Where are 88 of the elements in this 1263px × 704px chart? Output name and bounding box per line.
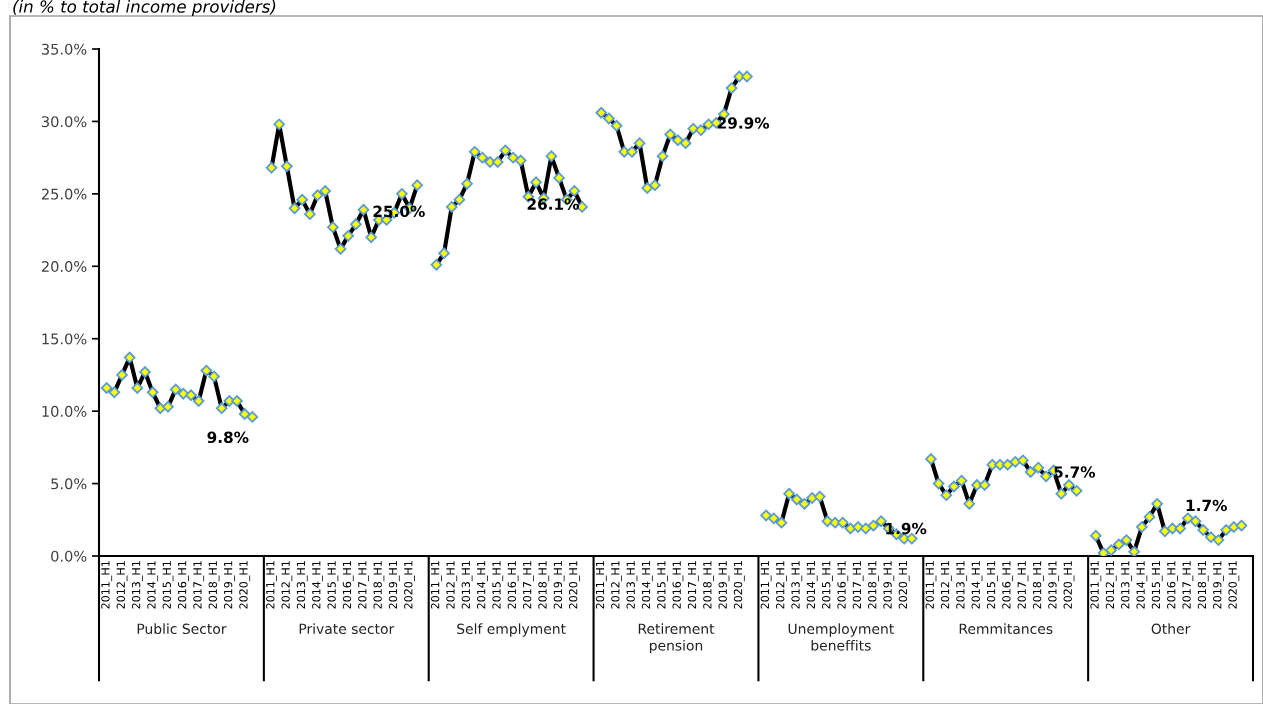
x-axis-title: Retirement pension xyxy=(638,623,715,654)
x-tick-label: 2018_H1 xyxy=(1197,561,1209,609)
x-tick-label: 2015_H1 xyxy=(822,561,833,609)
x-tick-label: 2012_H1 xyxy=(776,561,787,609)
x-tick-label: 2018_H1 xyxy=(373,561,385,609)
x-tick-label: 2018_H1 xyxy=(703,561,715,609)
x-tick-label: 2019_H1 xyxy=(223,561,235,609)
x-tick-label: 2016_H1 xyxy=(177,561,189,609)
x-tick-label: 2015_H1 xyxy=(327,561,339,609)
x-tick-label: 2017_H1 xyxy=(358,561,369,609)
y-tick-label: 10.0% xyxy=(42,405,87,417)
y-tick-label: 20.0% xyxy=(41,261,87,273)
annotation: 1.7% xyxy=(1186,499,1227,512)
x-tick-label: 2017_H1 xyxy=(193,561,205,609)
x-axis-title: Other xyxy=(1151,623,1191,635)
y-tick-label: 15.0% xyxy=(42,333,87,345)
x-tick-label: 2018_H1 xyxy=(208,561,220,609)
chart-subtitle: (in % to total income providers) xyxy=(13,0,276,17)
x-tick-label: 2014_H1 xyxy=(147,561,159,609)
x-axis-title: Public Sector xyxy=(137,623,227,635)
x-tick-label: 2016_H1 xyxy=(672,561,684,609)
x-tick-label: 2011_H1 xyxy=(1090,561,1102,609)
x-tick-label: 2013_H1 xyxy=(461,561,473,609)
x-tick-label: 2018_H1 xyxy=(868,561,879,609)
y-tick-label: 30.0% xyxy=(41,116,87,128)
x-tick-label: 2016_H1 xyxy=(342,561,354,609)
x-tick-label: 2016_H1 xyxy=(507,561,519,609)
x-tick-label: 2015_H1 xyxy=(657,561,669,609)
x-tick-label: 2020_H1 xyxy=(404,561,415,609)
x-axis-title: Unemployment beneffits xyxy=(788,623,894,651)
x-tick-label: 2019_H1 xyxy=(1048,561,1060,609)
x-tick-label: 2017_H1 xyxy=(1017,561,1029,609)
x-tick-label: 2015_H1 xyxy=(492,561,504,609)
x-tick-label: 2017_H1 xyxy=(522,561,534,609)
x-axis-title: Remmitances xyxy=(959,623,1053,635)
annotation: 9.8% xyxy=(207,431,249,444)
x-tick-label: 2019_H1 xyxy=(718,561,730,609)
x-tick-label: 2016_H1 xyxy=(1167,561,1178,609)
y-tick-label: 5.0% xyxy=(51,478,87,490)
x-tick-label: 2017_H1 xyxy=(687,561,699,609)
x-tick-label: 2019_H1 xyxy=(1213,561,1224,609)
y-tick-label: 35.0% xyxy=(41,43,87,55)
x-tick-label: 2020_H1 xyxy=(1228,561,1240,609)
x-tick-label: 2014_H1 xyxy=(312,561,323,609)
x-tick-label: 2012_H1 xyxy=(446,561,458,609)
x-tick-label: 2015_H1 xyxy=(162,561,174,609)
x-tick-label: 2020_H1 xyxy=(1063,561,1075,609)
x-tick-label: 2019_H1 xyxy=(883,561,895,609)
x-tick-label: 2020_H1 xyxy=(239,561,251,609)
x-tick-label: 2012_H1 xyxy=(116,561,128,609)
x-tick-label: 2016_H1 xyxy=(837,561,849,609)
x-tick-label: 2014_H1 xyxy=(641,561,653,609)
x-tick-label: 2015_H1 xyxy=(986,561,998,609)
x-tick-label: 2017_H1 xyxy=(852,561,864,609)
x-tick-label: 2013_H1 xyxy=(956,561,968,609)
y-tick-label: 0.0% xyxy=(51,550,87,562)
x-tick-label: 2014_H1 xyxy=(806,561,818,609)
x-tick-label: 2011_H1 xyxy=(101,561,113,609)
x-tick-label: 2012_H1 xyxy=(940,561,952,609)
y-tick-label: 25.0% xyxy=(41,188,87,200)
x-tick-label: 2020_H1 xyxy=(568,561,580,609)
x-tick-label: 2013_H1 xyxy=(626,561,638,609)
x-tick-label: 2019_H1 xyxy=(553,561,565,609)
x-axis-title: Private sector xyxy=(299,623,395,635)
x-tick-label: 2013_H1 xyxy=(1121,561,1132,609)
x-tick-label: 2017_H1 xyxy=(1182,561,1194,609)
x-tick-label: 2011_H1 xyxy=(760,561,772,609)
x-tick-label: 2014_H1 xyxy=(971,561,983,609)
x-tick-label: 2012_H1 xyxy=(281,561,293,609)
x-tick-label: 2011_H1 xyxy=(595,561,607,609)
x-tick-label: 2020_H1 xyxy=(733,561,745,609)
x-tick-label: 2019_H1 xyxy=(388,561,400,609)
x-tick-label: 2012_H1 xyxy=(1105,561,1117,609)
x-tick-label: 2014_H1 xyxy=(1136,561,1148,609)
x-tick-label: 2014_H1 xyxy=(476,561,488,609)
x-tick-label: 2016_H1 xyxy=(1002,561,1014,609)
x-tick-label: 2013_H1 xyxy=(131,561,143,609)
x-tick-label: 2011_H1 xyxy=(925,561,937,609)
x-tick-label: 2012_H1 xyxy=(611,561,623,609)
x-tick-label: 2013_H1 xyxy=(296,561,308,609)
x-tick-label: 2011_H1 xyxy=(266,561,277,609)
x-axis-title: Self emplyment xyxy=(457,623,566,637)
x-tick-label: 2018_H1 xyxy=(1032,561,1044,609)
x-tick-label: 2015_H1 xyxy=(1151,561,1163,609)
x-tick-label: 2020_H1 xyxy=(898,561,910,609)
x-tick-label: 2011_H1 xyxy=(430,561,442,609)
x-tick-label: 2013_H1 xyxy=(791,561,803,609)
x-tick-label: 2018_H1 xyxy=(538,561,550,609)
